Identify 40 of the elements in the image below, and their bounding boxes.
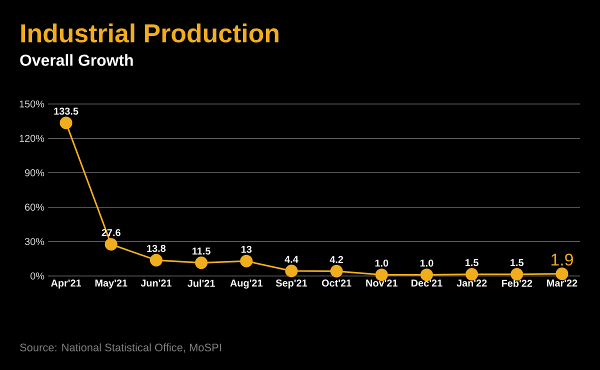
data-label: 1.9 [552,254,573,266]
x-tick-label: Mar'22 [547,280,578,287]
x-tick-label: Jul'21 [188,280,215,287]
data-label: 4.4 [284,256,298,263]
x-tick-label: Oct'21 [322,280,352,287]
data-label: 11.5 [192,248,210,255]
y-tick-label: 90% [25,169,44,176]
x-tick-label: Aug'21 [230,280,263,289]
data-label: 13 [241,246,252,253]
data-label: 1.5 [466,259,478,266]
chart-subtitle: Overall Growth [20,54,133,66]
data-label: 133.5 [54,108,78,115]
y-tick-label: 0% [30,272,44,280]
point [556,268,568,280]
y-tick-label: 120% [20,134,44,142]
point [104,238,118,251]
data-label: 1.0 [420,260,434,267]
y-tick-label: 60% [25,204,44,211]
y-tick-label: 150% [20,100,44,108]
point [240,254,253,268]
x-tick-label: Sep'21 [276,280,308,289]
data-label: 13.8 [147,244,166,252]
x-tick-label: Jun'21 [140,280,172,287]
data-label: 4.2 [330,256,344,263]
x-tick-label: Nov'21 [366,280,398,287]
x-tick-label: Dec'21 [412,280,442,287]
chart-title: Industrial Production [21,23,278,43]
x-tick-label: May'21 [95,280,128,289]
point [150,254,162,266]
x-tick-label: Apr'21 [50,280,82,289]
y-tick-label: 30% [24,238,44,246]
source-note: Source: National Statistical Office, MoSPI [20,343,221,353]
point [195,256,208,270]
data-label: 1.0 [375,260,388,267]
point [60,116,72,130]
point [330,264,343,278]
x-tick-label: Feb'22 [502,280,532,287]
point [285,264,298,278]
data-label: 1.5 [510,259,524,266]
x-tick-label: Jan'22 [456,280,487,287]
